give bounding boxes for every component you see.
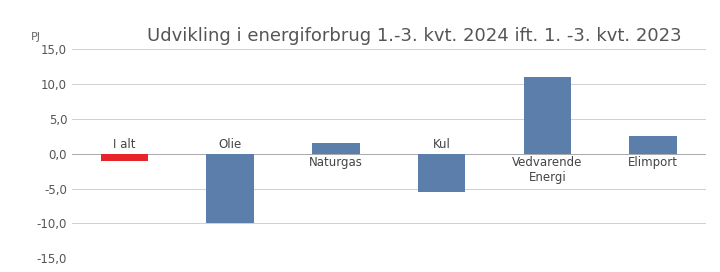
Text: Elimport: Elimport (628, 156, 678, 169)
Text: I alt: I alt (113, 138, 136, 151)
Bar (101, 154, 148, 161)
Bar (523, 77, 571, 154)
Text: Naturgas: Naturgas (309, 156, 363, 169)
Text: Vedvarende
Energi: Vedvarende Energi (512, 156, 582, 184)
Title: Udvikling i energiforbrug 1.-3. kvt. 2024 ift. 1. -3. kvt. 2023: Udvikling i energiforbrug 1.-3. kvt. 202… (147, 27, 681, 45)
Bar (207, 154, 254, 224)
Bar (629, 136, 677, 154)
Text: PJ: PJ (31, 32, 41, 42)
Bar (418, 154, 465, 192)
Bar (312, 143, 360, 154)
Text: Kul: Kul (433, 138, 451, 151)
Text: Olie: Olie (219, 138, 242, 151)
